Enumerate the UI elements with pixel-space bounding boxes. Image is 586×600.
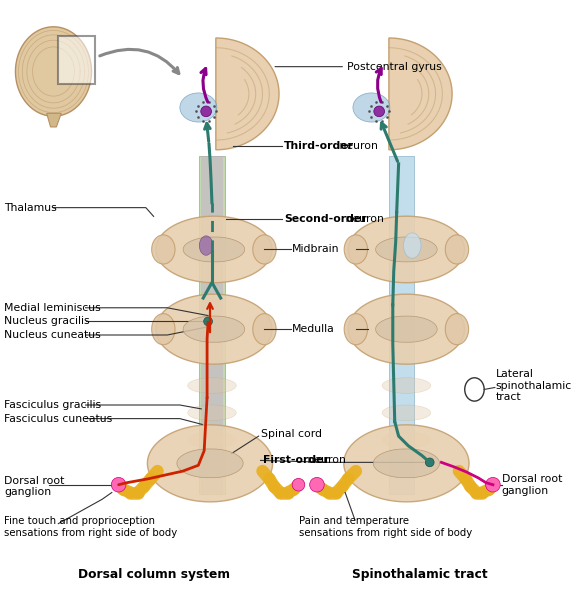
Ellipse shape (188, 378, 236, 394)
Text: Dorsal column system: Dorsal column system (77, 568, 230, 581)
Ellipse shape (180, 93, 217, 122)
Ellipse shape (344, 235, 367, 264)
Ellipse shape (188, 405, 236, 421)
Text: Thalamus: Thalamus (4, 203, 57, 212)
Text: Postcentral gyrus: Postcentral gyrus (347, 62, 442, 71)
Polygon shape (373, 449, 440, 478)
Polygon shape (183, 316, 245, 342)
Circle shape (204, 317, 213, 326)
Ellipse shape (188, 432, 236, 448)
Circle shape (111, 478, 126, 492)
Ellipse shape (382, 405, 431, 421)
Ellipse shape (152, 314, 175, 345)
Ellipse shape (199, 236, 213, 255)
Ellipse shape (344, 314, 367, 345)
Circle shape (201, 106, 212, 117)
Text: Third-order: Third-order (284, 142, 354, 151)
Bar (59, 35, 96, 84)
Circle shape (425, 458, 434, 467)
Polygon shape (389, 156, 414, 494)
Polygon shape (156, 216, 272, 283)
Text: First-order: First-order (263, 455, 328, 466)
Ellipse shape (445, 235, 469, 264)
Polygon shape (348, 216, 465, 283)
Text: Nucleus cuneatus: Nucleus cuneatus (4, 330, 101, 340)
Text: Fine touch and proprioception
sensations from right side of body: Fine touch and proprioception sensations… (4, 515, 177, 538)
Polygon shape (148, 425, 272, 502)
Text: Lateral
spinothalamic
tract: Lateral spinothalamic tract (496, 369, 572, 402)
Text: Spinal cord: Spinal cord (261, 429, 322, 439)
Text: Spinothalamic tract: Spinothalamic tract (352, 568, 488, 581)
Polygon shape (183, 237, 245, 262)
Polygon shape (216, 38, 279, 150)
Polygon shape (348, 294, 465, 364)
Polygon shape (15, 27, 91, 116)
Text: Dorsal root
ganglion: Dorsal root ganglion (4, 476, 64, 497)
Ellipse shape (253, 235, 276, 264)
Ellipse shape (152, 235, 175, 264)
Text: Dorsal root
ganglion: Dorsal root ganglion (502, 474, 562, 496)
Text: Nucleus gracilis: Nucleus gracilis (4, 316, 90, 326)
Text: neuron: neuron (304, 455, 346, 466)
Ellipse shape (382, 432, 431, 448)
Ellipse shape (353, 93, 390, 122)
Polygon shape (344, 425, 469, 502)
Polygon shape (389, 38, 452, 150)
Text: neuron: neuron (336, 142, 379, 151)
Text: Midbrain: Midbrain (292, 244, 339, 254)
Polygon shape (201, 156, 223, 494)
Text: Second-order: Second-order (284, 214, 366, 224)
Ellipse shape (445, 314, 469, 345)
Polygon shape (376, 237, 437, 262)
Ellipse shape (404, 233, 421, 258)
Polygon shape (199, 156, 224, 494)
Circle shape (292, 478, 305, 491)
Polygon shape (376, 316, 437, 342)
Text: Pain and temperature
sensations from right side of body: Pain and temperature sensations from rig… (299, 515, 473, 538)
Ellipse shape (382, 378, 431, 394)
Circle shape (374, 106, 384, 117)
Polygon shape (47, 113, 62, 127)
Ellipse shape (253, 314, 276, 345)
Text: neuron: neuron (342, 214, 384, 224)
Circle shape (486, 478, 500, 492)
Polygon shape (156, 294, 272, 364)
Text: Medulla: Medulla (292, 324, 335, 334)
Text: Medial leminiscus: Medial leminiscus (4, 303, 101, 313)
Text: Fasciculus cuneatus: Fasciculus cuneatus (4, 413, 112, 424)
Polygon shape (177, 449, 243, 478)
Circle shape (309, 478, 324, 492)
Text: Fasciculus gracilis: Fasciculus gracilis (4, 400, 101, 410)
